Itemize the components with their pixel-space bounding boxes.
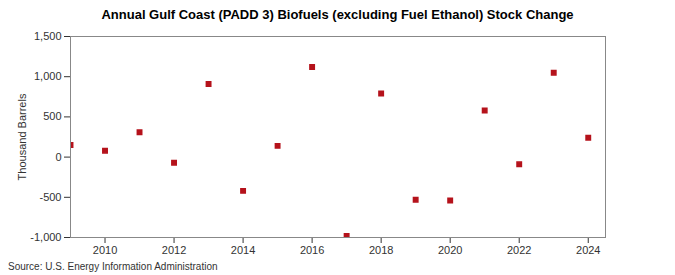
svg-text:1,000: 1,000 bbox=[34, 70, 62, 82]
svg-text:2020: 2020 bbox=[438, 244, 462, 256]
html-text:Annual Gulf Coast (PADD 3) Bio: Annual Gulf Coast (PADD 3) Biofuels (exc… bbox=[101, 7, 574, 22]
svg-text:2012: 2012 bbox=[162, 244, 186, 256]
svg-text:2016: 2016 bbox=[300, 244, 324, 256]
svg-text:2024: 2024 bbox=[576, 244, 600, 256]
svg-text:1,500: 1,500 bbox=[34, 30, 62, 42]
svg-text:-500: -500 bbox=[39, 191, 61, 203]
html-text:Source: U.S. Energy Informatio: Source: U.S. Energy Information Administ… bbox=[8, 261, 218, 272]
svg-text:500: 500 bbox=[43, 110, 61, 122]
svg-text:2022: 2022 bbox=[507, 244, 531, 256]
svg-text:2014: 2014 bbox=[231, 244, 255, 256]
svg-text:-1,000: -1,000 bbox=[30, 231, 61, 243]
svg-text:Thousand Barrels: Thousand Barrels bbox=[16, 93, 28, 180]
svg-text:2010: 2010 bbox=[93, 244, 117, 256]
svg-text:0: 0 bbox=[55, 151, 61, 163]
svg-text:2018: 2018 bbox=[369, 244, 393, 256]
